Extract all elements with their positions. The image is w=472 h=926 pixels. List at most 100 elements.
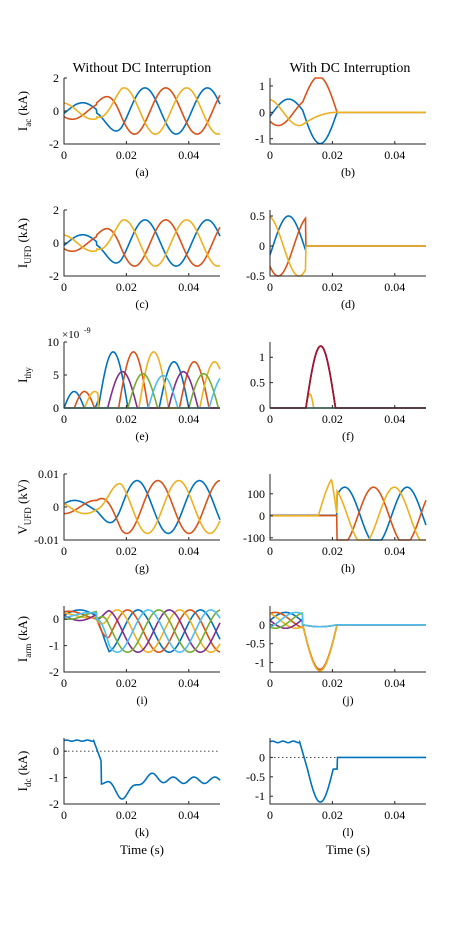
panel-e: 0 0.02 0.04 0 5 10 ×10 -9 (e) Ithy (15, 326, 221, 443)
x-tick-label: 0.02 (116, 808, 137, 822)
x-tick-label: 0.04 (178, 148, 199, 162)
series-j-4 (269, 617, 426, 630)
column-title-right: With DC Interruption (290, 61, 411, 76)
axes-l (269, 738, 426, 805)
y-tick-label: 0 (259, 105, 265, 119)
y-tick-label: 0 (259, 618, 265, 632)
caption-f: (f) (342, 429, 354, 443)
x-tick-label: 0 (61, 544, 67, 558)
y-tick-label: -1 (49, 771, 59, 785)
x-tick-label: 0.04 (384, 412, 405, 426)
y-tick-label: 0 (259, 750, 265, 764)
y-axis-label-row-5: Iarm (kA) (15, 616, 33, 662)
x-tick-label: 0.04 (384, 676, 405, 690)
y-tick-label: -1 (255, 132, 265, 146)
y-tick-label: -0.5 (246, 637, 265, 651)
y-tick-label: 0.5 (250, 376, 265, 390)
y-tick-label: 0 (259, 401, 265, 415)
x-tick-label: 0 (61, 676, 67, 690)
series-g-3 (63, 479, 221, 535)
series-g-2 (64, 479, 221, 535)
series-a-1 (63, 87, 221, 135)
y-tick-label: 0 (53, 401, 59, 415)
axis-multiplier: ×10 (62, 329, 80, 341)
series-f-7 (270, 345, 426, 409)
series-g-1 (63, 479, 221, 535)
x-tick-label: 0 (61, 280, 67, 294)
x-tick-label: 0.02 (116, 544, 137, 558)
x-tick-label: 0.02 (322, 544, 343, 558)
y-tick-label: 1 (259, 350, 265, 364)
series-f-3 (270, 392, 426, 409)
y-tick-label: -0.5 (246, 770, 265, 784)
x-tick-label: 0 (267, 280, 273, 294)
y-tick-label: 10 (47, 335, 59, 349)
series-k-1 (63, 739, 221, 800)
series-h-3 (270, 478, 426, 541)
axes-h (269, 474, 426, 541)
y-axis-label-row-2: IUFD (kA) (15, 218, 33, 268)
series-b-3 (269, 98, 426, 127)
y-axis-label-row-4: VUFD (kV) (15, 479, 33, 534)
x-tick-label: 0.02 (116, 148, 137, 162)
panel-f: 0 0.02 0.04 0 0.5 1 (f) (250, 342, 426, 443)
panel-a: 0 0.02 0.04-202(a)Iac (kA) (15, 71, 221, 179)
series-a-2 (63, 87, 221, 135)
series-l-1 (269, 739, 426, 803)
caption-g: (g) (135, 561, 149, 575)
x-tick-label: 0.04 (178, 808, 199, 822)
y-tick-label: -100 (243, 531, 265, 545)
y-tick-label: 2 (53, 203, 59, 217)
x-axis-label: Time (s) (120, 842, 164, 857)
y-tick-label: -0.01 (34, 533, 59, 547)
y-tick-label: -2 (49, 797, 59, 811)
x-tick-label: 0 (267, 412, 273, 426)
y-tick-label: -2 (49, 665, 59, 679)
y-tick-label: 0 (53, 744, 59, 758)
panel-k: 0 0.02 0.04 -2 -1 0 (k) Time (s) Idc (kA) (15, 738, 221, 857)
panels: 0 0.02 0.04-202(a)Iac (kA)0 0.02 0.04-101(b)… (15, 71, 427, 857)
series-i-4 (63, 609, 221, 654)
y-tick-label: 0 (259, 239, 265, 253)
caption-e: (e) (135, 429, 148, 443)
x-tick-label: 0.02 (322, 280, 343, 294)
axes-b (269, 78, 426, 145)
x-tick-label: 0.04 (178, 280, 199, 294)
x-tick-label: 0.04 (178, 676, 199, 690)
y-axis-label-row-3: Ithy (15, 367, 33, 383)
caption-i: (i) (136, 693, 147, 707)
series-i-6 (63, 609, 221, 653)
panel-d: 0 0.02 0.04-0.500.5(d) (246, 209, 426, 311)
series-a-3 (63, 87, 221, 135)
y-tick-label: 0 (53, 236, 59, 250)
y-tick-label: 0 (53, 104, 59, 118)
y-tick-label: 0 (53, 500, 59, 514)
y-axis-label-row-6: Idc (kA) (15, 751, 33, 792)
series-j-6 (269, 611, 426, 628)
x-tick-label: 0.02 (116, 280, 137, 294)
series-c-2 (63, 219, 221, 267)
x-tick-label: 0.02 (322, 412, 343, 426)
panel-j: 0 0.02 0.04 -1 -0.5 0 (j) (246, 606, 426, 707)
y-axis-label-row-1: Iac (kA) (15, 91, 33, 131)
series-b-2 (269, 77, 426, 127)
x-tick-label: 0.04 (384, 544, 405, 558)
x-tick-label: 0.02 (322, 808, 343, 822)
y-tick-label: -1 (255, 789, 265, 803)
series-d-3 (269, 216, 426, 277)
y-tick-label: 100 (247, 487, 265, 501)
caption-k: (k) (135, 825, 149, 839)
caption-b: (b) (341, 165, 355, 179)
series-f-2 (270, 345, 426, 409)
axes-j (269, 606, 426, 673)
x-tick-label: 0.04 (384, 808, 405, 822)
series-c-1 (63, 219, 221, 267)
y-tick-label: 2 (53, 71, 59, 85)
y-tick-label: 1 (259, 79, 265, 93)
x-tick-label: 0 (267, 808, 273, 822)
y-tick-label: -2 (49, 269, 59, 283)
caption-h: (h) (341, 561, 355, 575)
